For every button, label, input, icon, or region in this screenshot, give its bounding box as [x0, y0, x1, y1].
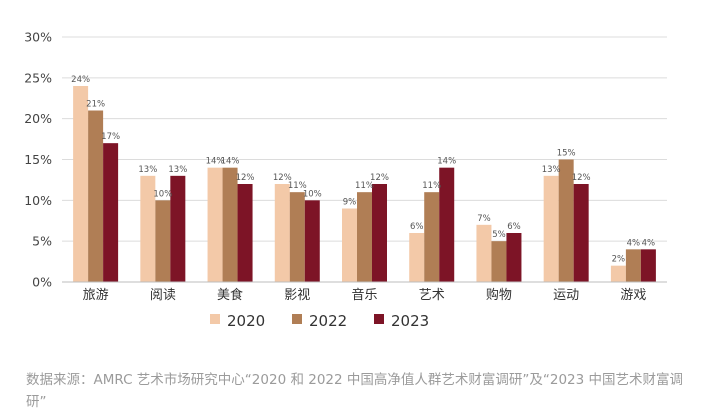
- bar: [73, 86, 89, 282]
- x-tick-label: 艺术: [419, 288, 445, 303]
- bar: [237, 184, 253, 282]
- data-label: 5%: [492, 230, 506, 240]
- data-label: 11%: [355, 181, 374, 191]
- bar: [558, 159, 574, 282]
- x-tick-label: 阅读: [150, 288, 176, 303]
- legend-swatch: [210, 314, 220, 324]
- data-label: 9%: [343, 198, 357, 208]
- data-label: 17%: [101, 132, 120, 142]
- bar: [140, 175, 156, 282]
- y-tick-label: 0%: [32, 275, 52, 290]
- bar: [289, 192, 305, 282]
- bar: [274, 184, 290, 282]
- data-label: 11%: [422, 181, 441, 191]
- data-label: 11%: [288, 181, 307, 191]
- y-tick-label: 15%: [24, 152, 52, 167]
- x-tick-label: 影视: [284, 288, 310, 303]
- legend-label: 2020: [227, 312, 265, 330]
- bar: [155, 200, 171, 282]
- x-tick-label: 旅游: [83, 288, 109, 303]
- x-tick-label: 美食: [217, 287, 243, 303]
- bar: [304, 200, 320, 282]
- bar: [103, 143, 119, 282]
- y-axis-ticks: 0% 5% 10% 15% 20% 25% 30%: [24, 30, 52, 290]
- bar: [610, 265, 626, 282]
- x-tick-label: 音乐: [351, 287, 377, 303]
- data-label: 12%: [370, 173, 389, 183]
- bar: [506, 233, 522, 282]
- bar: [424, 192, 440, 282]
- bars: [73, 86, 656, 282]
- data-label: 12%: [236, 173, 255, 183]
- bar: [357, 192, 372, 282]
- data-label: 14%: [206, 157, 225, 167]
- data-label: 7%: [477, 214, 491, 224]
- bar: [372, 184, 387, 282]
- bar: [88, 110, 104, 282]
- data-labels: 24%21%17%13%10%13%14%14%12% 12%11%10%9%11…: [71, 75, 655, 265]
- legend: 2020 2022 2023: [210, 312, 429, 330]
- data-label: 12%: [572, 173, 591, 183]
- x-axis-ticks: 旅游 阅读 美食 影视 音乐 艺术 购物 运动 游戏: [83, 287, 647, 303]
- x-tick-label: 运动: [553, 288, 579, 303]
- legend-swatch: [292, 314, 302, 324]
- data-label: 24%: [71, 75, 90, 85]
- data-label: 12%: [273, 173, 292, 183]
- y-tick-label: 10%: [24, 193, 52, 208]
- data-label: 13%: [542, 165, 561, 175]
- y-tick-label: 5%: [32, 234, 52, 249]
- y-tick-label: 30%: [24, 30, 52, 45]
- data-label: 14%: [437, 157, 456, 167]
- data-label: 2%: [612, 255, 626, 265]
- data-label: 6%: [507, 222, 521, 232]
- x-tick-label: 游戏: [620, 288, 646, 303]
- bar: [491, 241, 507, 282]
- data-label: 10%: [153, 189, 172, 199]
- data-label: 21%: [86, 100, 105, 110]
- bar: [170, 175, 186, 282]
- legend-swatch: [374, 314, 384, 324]
- bar: [625, 249, 641, 282]
- bar-chart: 0% 5% 10% 15% 20% 25% 30% 24% 21% 17% 13% 10% 13% 14…: [24, 30, 667, 330]
- data-label: 4%: [627, 238, 641, 248]
- bar: [439, 167, 455, 282]
- data-label: 4%: [642, 238, 656, 248]
- data-label: 13%: [168, 165, 187, 175]
- data-label: 6%: [410, 222, 424, 232]
- y-tick-label: 20%: [24, 111, 52, 126]
- y-tick-label: 25%: [24, 70, 52, 85]
- bar: [222, 167, 238, 282]
- x-tick-label: 购物: [486, 287, 512, 303]
- data-label: 13%: [138, 165, 157, 175]
- data-label: 14%: [221, 157, 240, 167]
- data-label: 15%: [557, 149, 576, 159]
- source-note: 数据来源：AMRC 艺术市场研究中心“2020 和 2022 中国高净值人群艺术…: [26, 372, 684, 410]
- legend-label: 2023: [391, 312, 429, 330]
- bar: [573, 184, 589, 282]
- data-label: 10%: [303, 189, 322, 199]
- bar: [476, 224, 492, 282]
- bar: [640, 249, 656, 282]
- bar: [342, 208, 357, 282]
- legend-label: 2022: [309, 312, 347, 330]
- bar: [207, 167, 223, 282]
- bar: [543, 175, 559, 282]
- bar: [409, 233, 425, 282]
